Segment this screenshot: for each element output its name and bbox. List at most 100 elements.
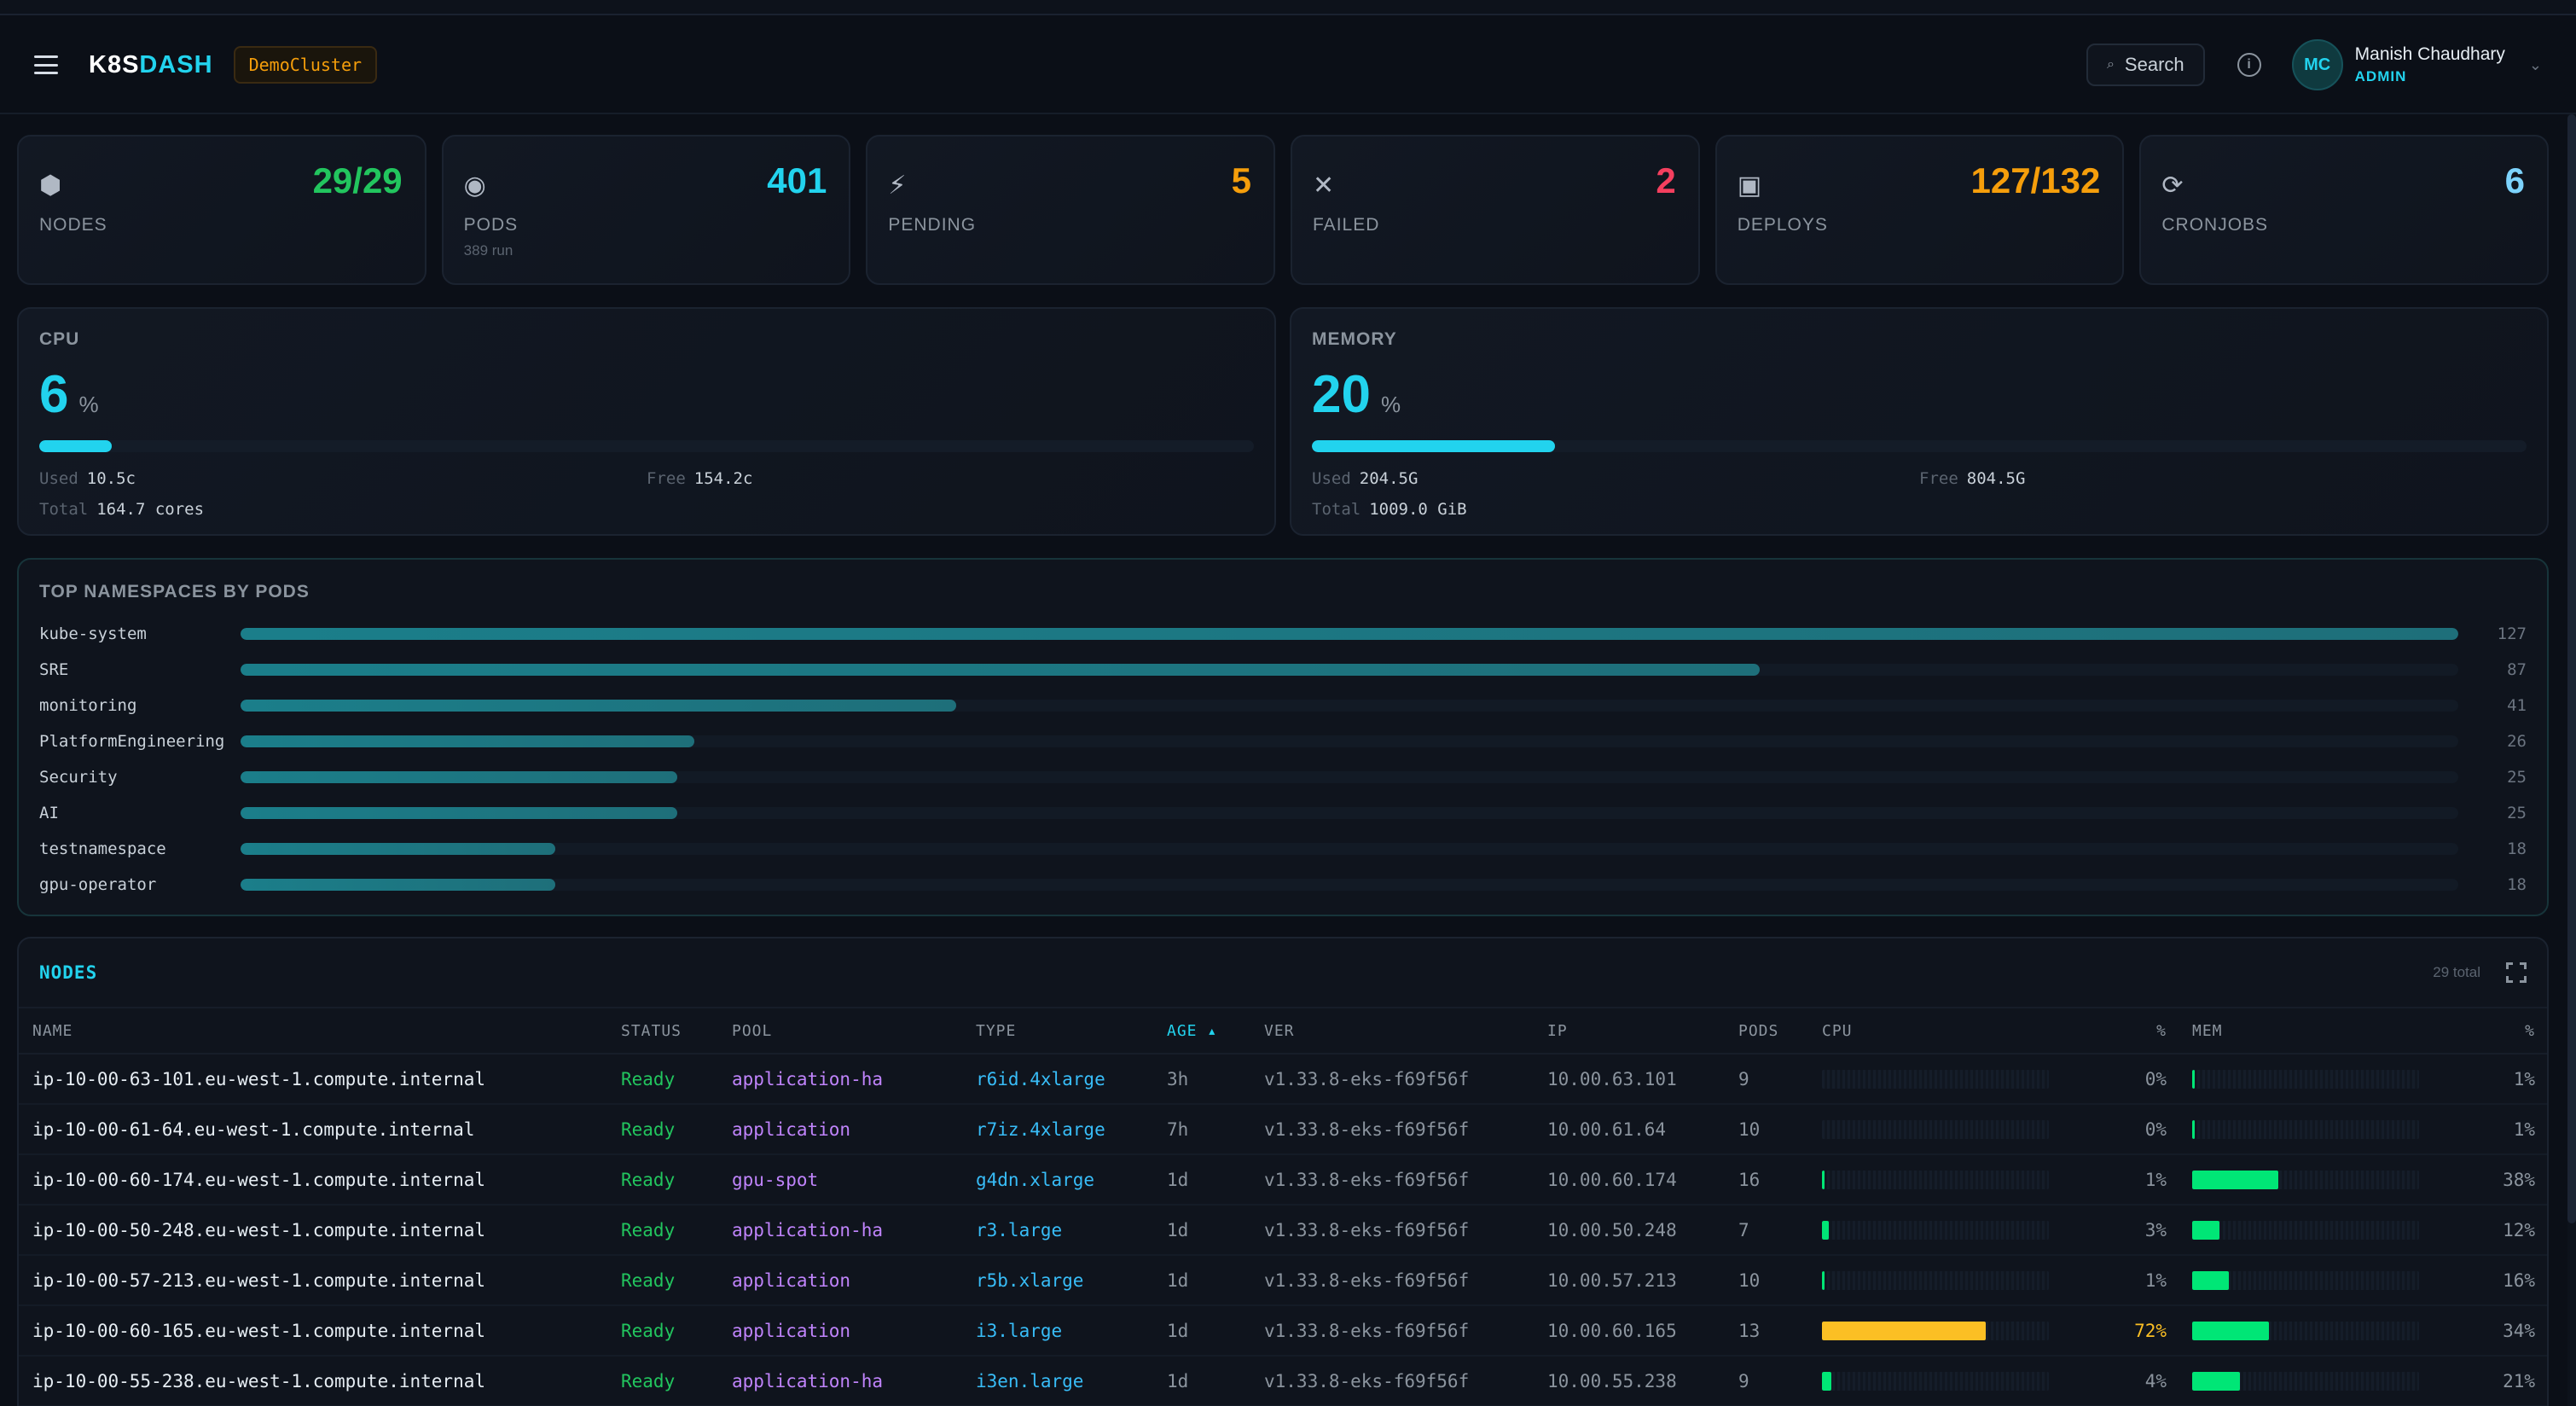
namespace-count: 18 — [2507, 875, 2527, 894]
node-name[interactable]: ip-10-00-61-64.eu-west-1.compute.interna… — [32, 1118, 475, 1140]
table-row[interactable]: ip-10-00-55-238.eu-west-1.compute.intern… — [19, 1357, 2547, 1406]
table-row[interactable]: ip-10-00-60-174.eu-west-1.compute.intern… — [19, 1155, 2547, 1206]
col-cpu-pct[interactable]: % — [2156, 1021, 2167, 1040]
stat-label: NODES — [39, 215, 107, 235]
search-button[interactable]: ⌕ Search — [2086, 44, 2205, 86]
node-pods: 9 — [1738, 1370, 1749, 1391]
cpu-percent: 0% — [2144, 1068, 2167, 1089]
cpu-card: CPU 6% Used 10.5c Free 154.2c Total 164.7 c… — [17, 307, 1276, 536]
user-menu[interactable]: MC Manish Chaudhary ADMIN ⌄ — [2291, 39, 2542, 90]
node-name[interactable]: ip-10-00-55-238.eu-west-1.compute.intern… — [32, 1370, 486, 1391]
col-mem-pct[interactable]: % — [2525, 1021, 2535, 1040]
nodes-total: 29 total — [2433, 964, 2480, 980]
mem-bar — [2192, 1119, 2419, 1139]
info-icon[interactable]: i — [2237, 53, 2261, 77]
page-scrollbar[interactable] — [2567, 114, 2576, 1406]
table-row[interactable]: ip-10-00-60-165.eu-west-1.compute.intern… — [19, 1306, 2547, 1357]
node-ip: 10.00.61.64 — [1547, 1118, 1667, 1140]
stat-value: 2 — [1656, 160, 1676, 200]
namespace-row[interactable]: SRE 87 — [39, 652, 2527, 688]
stat-card-cronjobs[interactable]: ⟳ 6 CRONJOBS — [2139, 135, 2550, 285]
mem-percent: 1% — [2513, 1118, 2535, 1140]
col-pool[interactable]: POOL — [732, 1021, 773, 1040]
namespace-count: 18 — [2507, 840, 2527, 858]
memory-title: MEMORY — [1312, 329, 1397, 349]
cpu-bar — [1822, 1220, 2049, 1240]
node-ip: 10.00.60.174 — [1547, 1169, 1677, 1190]
app-logo[interactable]: K8SDASH — [89, 51, 213, 79]
node-name[interactable]: ip-10-00-60-174.eu-west-1.compute.intern… — [32, 1169, 486, 1190]
namespace-bar — [241, 807, 2458, 819]
node-ip: 10.00.60.165 — [1547, 1320, 1677, 1341]
cpu-percent: 0% — [2144, 1118, 2167, 1140]
memory-free-label: Free — [1919, 469, 1958, 488]
node-pool: application-ha — [732, 1370, 884, 1391]
menu-icon[interactable] — [34, 55, 58, 74]
stat-card-nodes[interactable]: ⬢ 29/29 NODES — [17, 135, 426, 285]
cpu-used-label: Used — [39, 469, 78, 488]
namespace-name: gpu-operator — [39, 875, 157, 894]
namespace-row[interactable]: kube-system 127 — [39, 616, 2527, 652]
node-pool: application — [732, 1320, 851, 1341]
table-row[interactable]: ip-10-00-61-64.eu-west-1.compute.interna… — [19, 1105, 2547, 1155]
node-type: r5b.xlarge — [976, 1269, 1084, 1291]
node-type: i3.large — [976, 1320, 1063, 1341]
namespace-count: 25 — [2507, 804, 2527, 822]
node-pool: gpu-spot — [732, 1169, 819, 1190]
namespace-row[interactable]: Security 25 — [39, 759, 2527, 795]
namespace-count: 87 — [2507, 660, 2527, 679]
table-row[interactable]: ip-10-00-63-101.eu-west-1.compute.intern… — [19, 1054, 2547, 1105]
col-ip[interactable]: IP — [1547, 1021, 1568, 1040]
col-status[interactable]: STATUS — [621, 1021, 682, 1040]
col-ver[interactable]: VER — [1264, 1021, 1295, 1040]
node-age: 7h — [1167, 1118, 1189, 1140]
namespace-row[interactable]: monitoring 41 — [39, 688, 2527, 723]
cpu-free-value: 154.2c — [693, 469, 753, 488]
cpu-value: 6% — [39, 365, 99, 424]
stat-card-deploys[interactable]: ▣ 127/132 DEPLOYS — [1714, 135, 2125, 285]
memory-total-label: Total — [1312, 500, 1361, 519]
table-row[interactable]: ip-10-00-57-213.eu-west-1.compute.intern… — [19, 1256, 2547, 1306]
node-pods: 7 — [1738, 1219, 1749, 1240]
namespace-row[interactable]: testnamespace 18 — [39, 831, 2527, 867]
mem-percent: 16% — [2503, 1269, 2535, 1291]
col-age-sorted[interactable]: AGE ▴ — [1167, 1021, 1218, 1040]
table-header: NAME STATUS POOL TYPE AGE ▴ VER IP PODS … — [19, 1008, 2547, 1054]
col-pods[interactable]: PODS — [1738, 1021, 1779, 1040]
namespace-name: SRE — [39, 660, 69, 679]
node-status: Ready — [621, 1118, 676, 1140]
node-rows: ip-10-00-63-101.eu-west-1.compute.intern… — [19, 1054, 2547, 1406]
cpu-free-label: Free — [647, 469, 686, 488]
stat-card-failed[interactable]: ✕ 2 FAILED — [1291, 135, 1700, 285]
stat-card-pods[interactable]: ◉ 401 PODS 389 run — [441, 135, 851, 285]
node-name[interactable]: ip-10-00-60-165.eu-west-1.compute.intern… — [32, 1320, 486, 1341]
namespace-bar — [241, 664, 2458, 676]
stat-label: DEPLOYS — [1737, 215, 1828, 235]
node-name[interactable]: ip-10-00-57-213.eu-west-1.compute.intern… — [32, 1269, 486, 1291]
stat-value: 29/29 — [312, 160, 403, 200]
table-row[interactable]: ip-10-00-50-248.eu-west-1.compute.intern… — [19, 1206, 2547, 1256]
namespace-row[interactable]: PlatformEngineering 26 — [39, 723, 2527, 759]
stat-card-pending[interactable]: ⚡ 5 PENDING — [866, 135, 1276, 285]
stat-label: CRONJOBS — [2161, 215, 2269, 235]
memory-value: 20% — [1312, 365, 1401, 424]
memory-card: MEMORY 20% Used 204.5G Free 804.5G Total 10… — [1290, 307, 2549, 536]
col-name[interactable]: NAME — [32, 1021, 73, 1040]
node-status: Ready — [621, 1320, 676, 1341]
namespace-name: testnamespace — [39, 840, 166, 858]
col-cpu[interactable]: CPU — [1822, 1021, 1853, 1040]
node-name[interactable]: ip-10-00-63-101.eu-west-1.compute.intern… — [32, 1068, 486, 1089]
cluster-badge[interactable]: DemoCluster — [233, 46, 378, 84]
col-mem[interactable]: MEM — [2192, 1021, 2223, 1040]
namespace-row[interactable]: gpu-operator 18 — [39, 867, 2527, 903]
namespace-row[interactable]: AI 25 — [39, 795, 2527, 831]
memory-free-value: 804.5G — [1966, 469, 2026, 488]
expand-icon[interactable] — [2506, 962, 2527, 983]
namespace-count: 41 — [2507, 696, 2527, 715]
node-pool: application — [732, 1269, 851, 1291]
memory-used-value: 204.5G — [1359, 469, 1419, 488]
mem-percent: 38% — [2503, 1169, 2535, 1190]
col-type[interactable]: TYPE — [976, 1021, 1017, 1040]
node-name[interactable]: ip-10-00-50-248.eu-west-1.compute.intern… — [32, 1219, 486, 1240]
cpu-percent: 72% — [2134, 1320, 2167, 1341]
